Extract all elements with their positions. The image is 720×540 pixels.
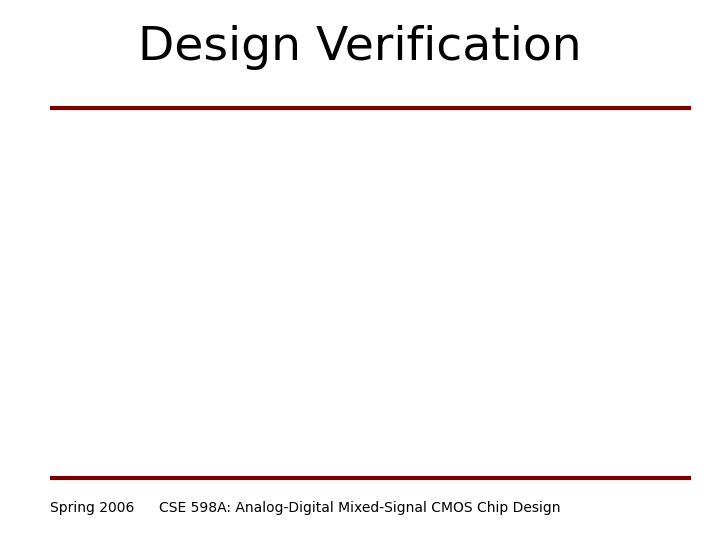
Text: Spring 2006: Spring 2006 [50, 501, 135, 515]
Text: CSE 598A: Analog-Digital Mixed-Signal CMOS Chip Design: CSE 598A: Analog-Digital Mixed-Signal CM… [159, 501, 561, 515]
Text: Design Verification: Design Verification [138, 25, 582, 70]
